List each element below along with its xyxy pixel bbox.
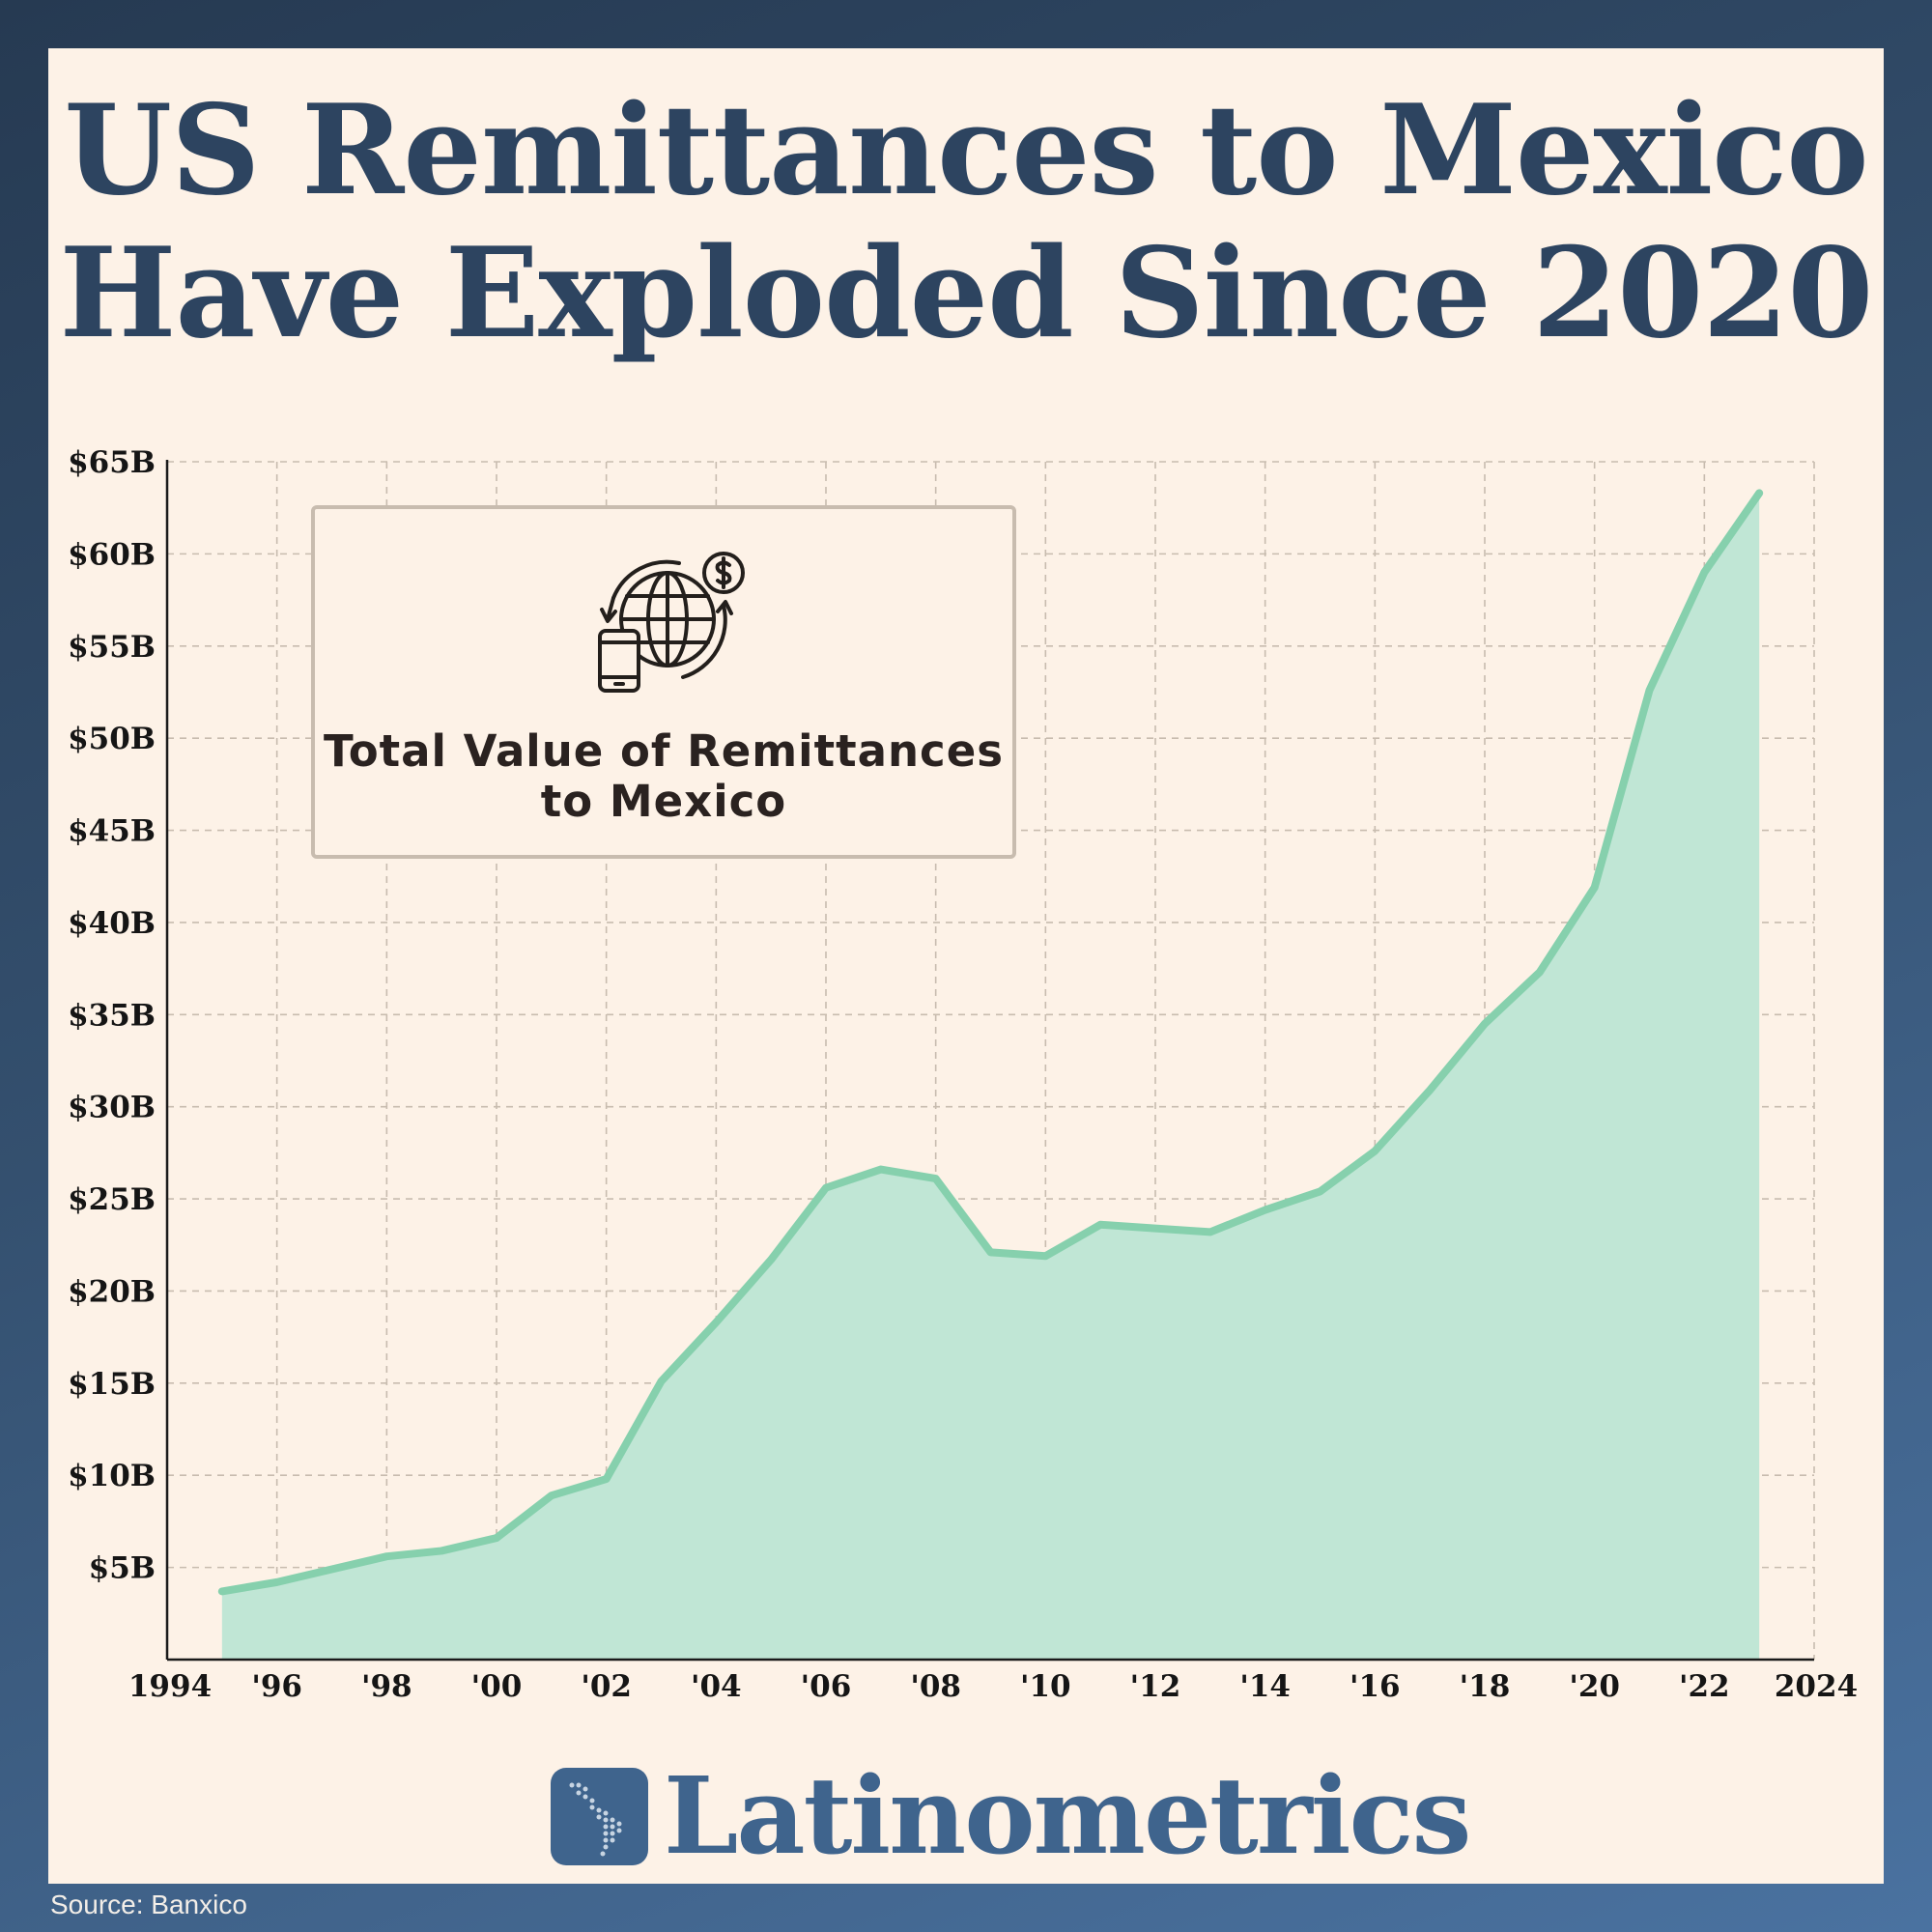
x-tick-label: '14: [1239, 1669, 1291, 1704]
x-tick-label: 2024: [1775, 1669, 1858, 1704]
y-tick-label: $45B: [68, 814, 156, 849]
legend-label-line-1: Total Value of Remittances: [323, 725, 1005, 777]
brand-name: Latinometrics: [664, 1753, 1471, 1878]
brand-footer: Latinometrics: [551, 1753, 1471, 1878]
latin-america-map-icon: [551, 1767, 648, 1865]
x-tick-label: '04: [691, 1669, 742, 1704]
x-tick-label: '00: [471, 1669, 523, 1704]
area-layer: [217, 489, 1764, 1660]
globe-money-transfer-icon: [598, 552, 745, 693]
y-tick-label: $5B: [89, 1551, 156, 1586]
x-tick-label: '12: [1130, 1669, 1181, 1704]
y-tick-label: $30B: [68, 1091, 156, 1125]
y-tick-label: $35B: [68, 998, 156, 1033]
chart-title: US Remittances to Mexico Have Exploded S…: [0, 79, 1932, 365]
x-tick-label: '98: [361, 1669, 412, 1704]
y-tick-label: $55B: [68, 630, 156, 665]
x-tick-label: '06: [801, 1669, 852, 1704]
area-fill: [221, 493, 1760, 1660]
y-tick-label: $15B: [68, 1367, 156, 1402]
y-tick-label: $50B: [68, 722, 156, 756]
title-line-2: Have Exploded Since 2020: [59, 221, 1874, 366]
legend-label: Total Value of Remittances to Mexico: [315, 726, 1012, 827]
x-tick-label: '96: [251, 1669, 302, 1704]
tick-labels: $5B $10B $15B $20B $25B $30B $35B $40B $45B $50B $…: [68, 445, 1858, 1704]
y-tick-label: $25B: [68, 1182, 156, 1217]
legend-label-line-2: to Mexico: [540, 776, 787, 827]
x-tick-label: '22: [1679, 1669, 1730, 1704]
x-tick-label: '08: [910, 1669, 961, 1704]
x-tick-label: '02: [581, 1669, 632, 1704]
x-tick-label: '20: [1569, 1669, 1620, 1704]
y-tick-label: $65B: [68, 445, 156, 480]
legend-box: Total Value of Remittances to Mexico: [311, 505, 1016, 859]
y-tick-label: $10B: [68, 1459, 156, 1493]
y-tick-label: $20B: [68, 1274, 156, 1309]
x-tick-label: 1994: [128, 1669, 212, 1704]
source-note: Source: Banxico: [50, 1889, 247, 1919]
x-tick-label: '16: [1350, 1669, 1401, 1704]
x-tick-label: '10: [1020, 1669, 1071, 1704]
y-tick-label: $40B: [68, 906, 156, 941]
axes: [165, 460, 1814, 1662]
x-tick-label: '18: [1460, 1669, 1511, 1704]
y-tick-label: $60B: [68, 537, 156, 572]
title-line-1: US Remittances to Mexico: [64, 78, 1868, 223]
map-dots: [569, 1782, 622, 1856]
